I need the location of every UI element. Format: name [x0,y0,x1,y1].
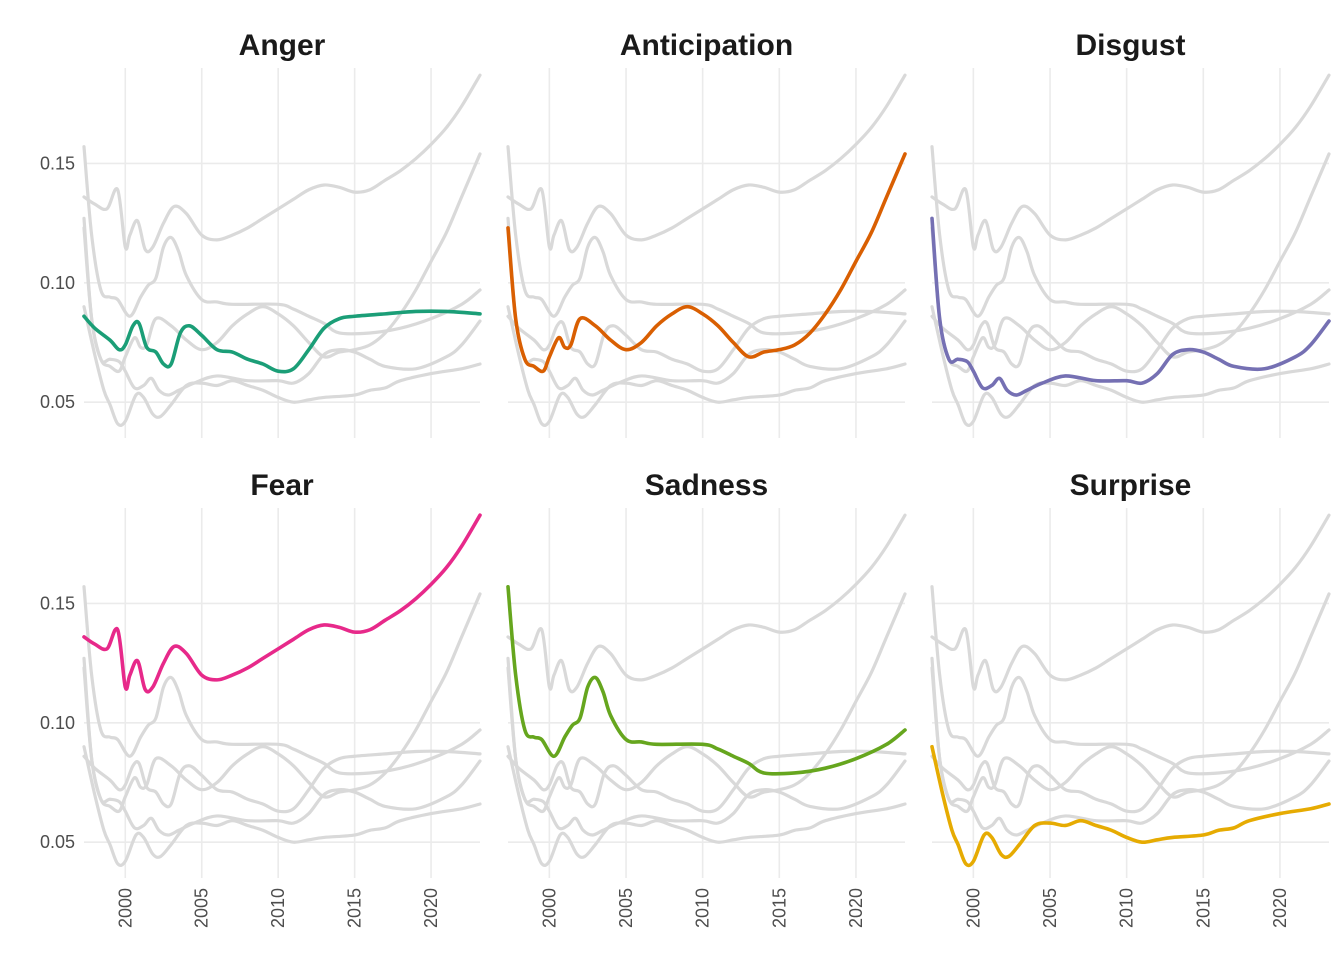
background-line-anger [930,749,1331,814]
background-line-sadness [82,145,482,336]
panel-anger: Anger 0.05 0.10 0.15 [40,29,482,438]
x-tick-label: 2005 [1040,888,1060,928]
x-tick-label: 2020 [421,888,441,928]
x-tick-label: 2015 [769,888,789,928]
background-line-sadness [506,145,907,336]
panel-title: Disgust [1075,29,1185,62]
panel-disgust: Disgust [930,29,1331,438]
x-tick-label: 2020 [846,888,866,928]
y-tick-label: 0.10 [40,713,75,733]
series-line-anticipation [506,152,907,374]
background-line-disgust [82,656,482,837]
background-line-disgust [506,216,907,397]
x-tick-label: 2010 [693,888,713,928]
gridlines [508,68,905,438]
background-line-surprise [506,745,907,867]
x-tick-label: 2005 [616,888,636,928]
panel-anticipation: Anticipation [506,29,907,438]
background-line-anger [506,309,907,374]
series-line-surprise [930,744,1331,868]
x-tick-label: 2020 [1270,888,1290,928]
panel-title: Anger [239,29,326,62]
background-line-anger [930,309,1331,374]
gridlines [932,68,1329,438]
panel-fear: Fear 0.05 0.10 0.15 2000 2005 2010 2015 2020 [40,469,482,928]
series-line-sadness [506,584,907,776]
x-tick-label: 2015 [345,888,365,928]
series-line-anger [82,309,482,374]
panel-surprise: Surprise 2000 2005 2010 2015 2020 [930,469,1331,928]
x-tick-label: 2015 [1193,888,1213,928]
panel-title: Fear [250,469,314,502]
background-line-disgust [82,216,482,397]
panel-title: Surprise [1070,469,1192,502]
y-tick-label: 0.05 [40,832,75,852]
x-tick-label: 2000 [539,888,559,928]
background-line-surprise [82,305,482,427]
background-line-disgust [506,656,907,837]
x-tick-label: 2005 [192,888,212,928]
x-tick-label: 2010 [1117,888,1137,928]
background-line-sadness [930,145,1331,336]
background-series [930,513,1331,837]
background-line-fear [82,73,482,254]
panel-title: Anticipation [620,29,793,62]
background-line-anticipation [82,592,482,814]
background-line-anger [506,749,907,814]
background-line-fear [506,73,907,254]
background-line-fear [930,513,1331,694]
x-tick-label: 2010 [268,888,288,928]
series-line-disgust [930,216,1331,397]
background-line-surprise [930,305,1331,427]
y-tick-label: 0.10 [40,273,75,293]
y-tick-label: 0.15 [40,593,75,613]
background-line-surprise [506,305,907,427]
background-line-anticipation [930,152,1331,374]
background-line-fear [506,513,907,694]
y-tick-label: 0.15 [40,153,75,173]
background-line-surprise [82,745,482,867]
x-tick-label: 2000 [963,888,983,928]
background-line-sadness [82,585,482,776]
background-line-anticipation [930,592,1331,814]
panel-sadness: Sadness 2000 2005 2010 2015 2020 [506,469,907,928]
background-line-sadness [930,585,1331,776]
background-series [506,73,907,427]
background-series [82,585,482,867]
y-tick-label: 0.05 [40,392,75,412]
series-line-fear [82,513,482,694]
background-series [506,513,907,867]
background-line-anticipation [506,592,907,814]
panel-title: Sadness [645,469,768,502]
background-line-anger [82,749,482,814]
x-tick-label: 2000 [115,888,135,928]
background-line-disgust [930,656,1331,837]
background-series [930,73,1331,427]
gridlines [84,508,480,878]
background-line-fear [930,73,1331,254]
